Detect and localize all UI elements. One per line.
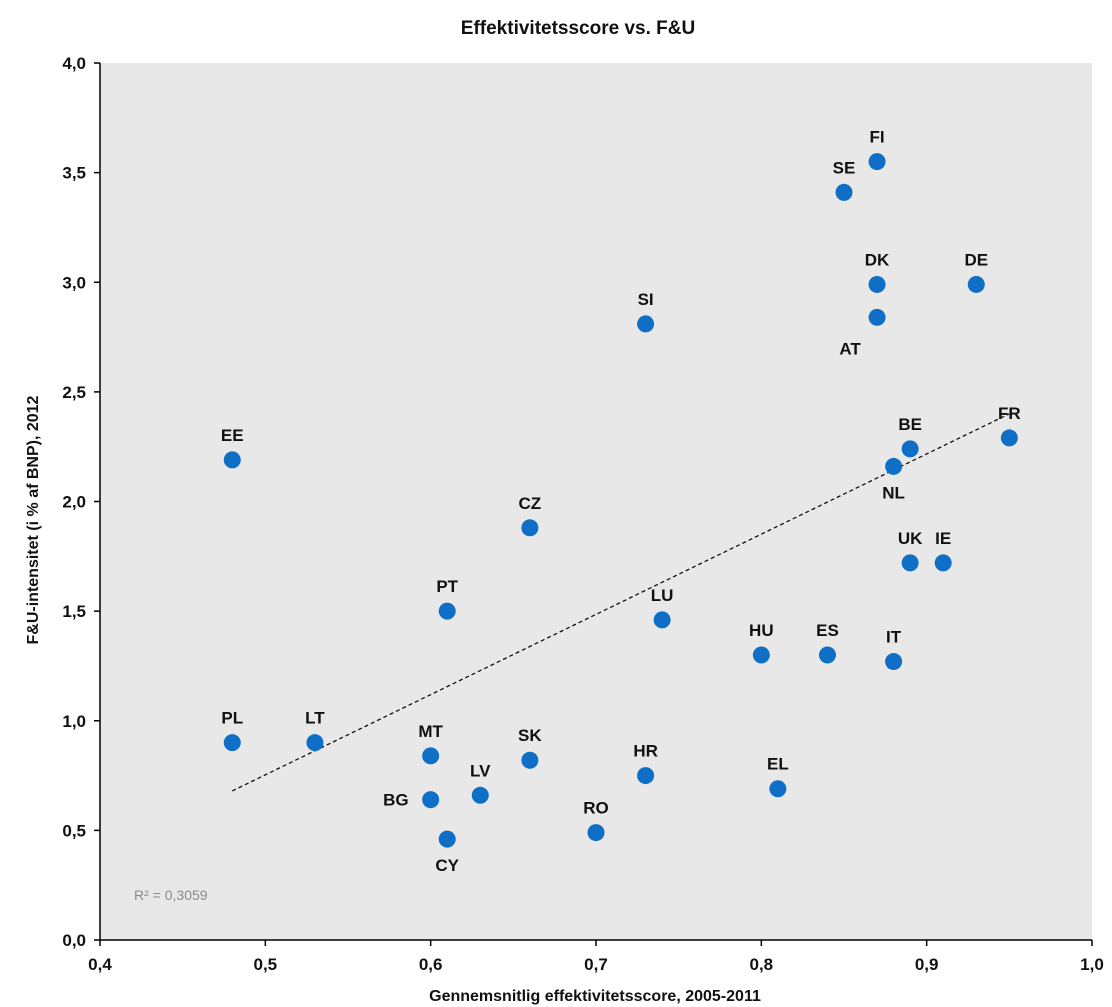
x-tick-label: 0,5 [254, 955, 278, 974]
point-label-uk: UK [898, 529, 923, 548]
y-tick-label: 0,5 [62, 821, 86, 840]
data-point-se [835, 183, 853, 201]
y-tick-label: 1,5 [62, 602, 86, 621]
data-point-hr [637, 767, 655, 785]
data-point-at [868, 308, 886, 326]
data-point-bg [422, 791, 440, 809]
y-tick-label: 2,5 [62, 383, 86, 402]
point-label-hu: HU [749, 621, 774, 640]
data-point-lv [471, 786, 489, 804]
point-label-at: AT [839, 339, 861, 358]
point-label-lt: LT [305, 709, 325, 728]
data-point-es [818, 646, 836, 664]
r-squared-annotation: R² = 0,3059 [134, 887, 208, 903]
data-point-mt [422, 747, 440, 765]
point-label-dk: DK [865, 250, 890, 269]
data-point-nl [885, 457, 903, 475]
data-point-si [637, 315, 655, 333]
data-point-sk [521, 751, 539, 769]
data-point-ro [587, 824, 605, 842]
point-label-si: SI [638, 290, 654, 309]
point-label-bg: BG [383, 791, 409, 810]
point-labels-layer: FI SE DK DE AT SI FR BE NL EE CZ UK IE PT LU HU ES IT PL LT… [221, 128, 1021, 875]
y-tick-label: 3,0 [62, 273, 86, 292]
y-tick-label: 1,0 [62, 712, 86, 731]
data-point-ie [934, 554, 952, 572]
data-point-el [769, 780, 787, 798]
point-label-fr: FR [998, 404, 1021, 423]
point-label-mt: MT [418, 722, 443, 741]
x-tick-label: 0,8 [750, 955, 774, 974]
x-axis-label: Gennemsnitlig effektivitetsscore, 2005-2… [429, 988, 761, 1005]
point-label-cy: CY [435, 856, 459, 875]
point-label-ro: RO [583, 799, 609, 818]
point-label-el: EL [767, 755, 789, 774]
x-tick-label: 0,7 [584, 955, 608, 974]
y-axis-label: F&U-intensitet (i % af BNP), 2012 [25, 395, 42, 644]
point-label-es: ES [816, 621, 839, 640]
point-label-de: DE [964, 250, 988, 269]
point-label-nl: NL [882, 483, 905, 502]
data-point-fr [1000, 429, 1018, 447]
data-point-lt [306, 734, 324, 752]
x-tick-label: 0,9 [915, 955, 939, 974]
point-label-hr: HR [633, 742, 658, 761]
point-label-ie: IE [935, 529, 951, 548]
point-label-lu: LU [651, 586, 674, 605]
data-point-hu [752, 646, 770, 664]
data-point-pt [438, 602, 456, 620]
data-point-ee [223, 451, 241, 469]
point-label-cz: CZ [519, 494, 542, 513]
tick-labels-layer: 0,4 0,5 0,6 0,7 0,8 0,9 1,0 0,0 0,5 1,0 1,5 2,0 2,5 3… [62, 54, 1103, 974]
point-label-sk: SK [518, 726, 542, 745]
point-label-fi: FI [870, 128, 885, 147]
chart-title: Effektivitetsscore vs. F&U [461, 18, 695, 39]
point-label-lv: LV [470, 761, 491, 780]
y-tick-label: 3,5 [62, 164, 86, 183]
points-layer [223, 153, 1018, 848]
trendline-layer [231, 413, 1010, 792]
trendline [231, 413, 1010, 792]
y-tick-label: 0,0 [62, 931, 86, 950]
plot-area [100, 63, 1092, 940]
data-point-fi [868, 153, 886, 171]
x-tick-label: 0,6 [419, 955, 443, 974]
point-label-ee: EE [221, 426, 244, 445]
point-label-pt: PT [436, 577, 458, 596]
data-point-be [901, 440, 919, 458]
point-label-it: IT [886, 628, 902, 647]
data-point-dk [868, 275, 886, 293]
y-tick-label: 2,0 [62, 493, 86, 512]
data-point-pl [223, 734, 241, 752]
data-point-cz [521, 519, 539, 537]
data-point-de [967, 275, 985, 293]
data-point-it [885, 653, 903, 671]
point-label-se: SE [833, 158, 856, 177]
point-label-be: BE [898, 415, 922, 434]
data-point-lu [653, 611, 671, 629]
x-tick-label: 0,4 [88, 955, 112, 974]
axes-layer [94, 62, 1093, 946]
x-tick-label: 1,0 [1080, 955, 1104, 974]
point-label-pl: PL [221, 709, 243, 728]
data-point-uk [901, 554, 919, 572]
data-point-cy [438, 830, 456, 848]
y-tick-label: 4,0 [62, 54, 86, 73]
